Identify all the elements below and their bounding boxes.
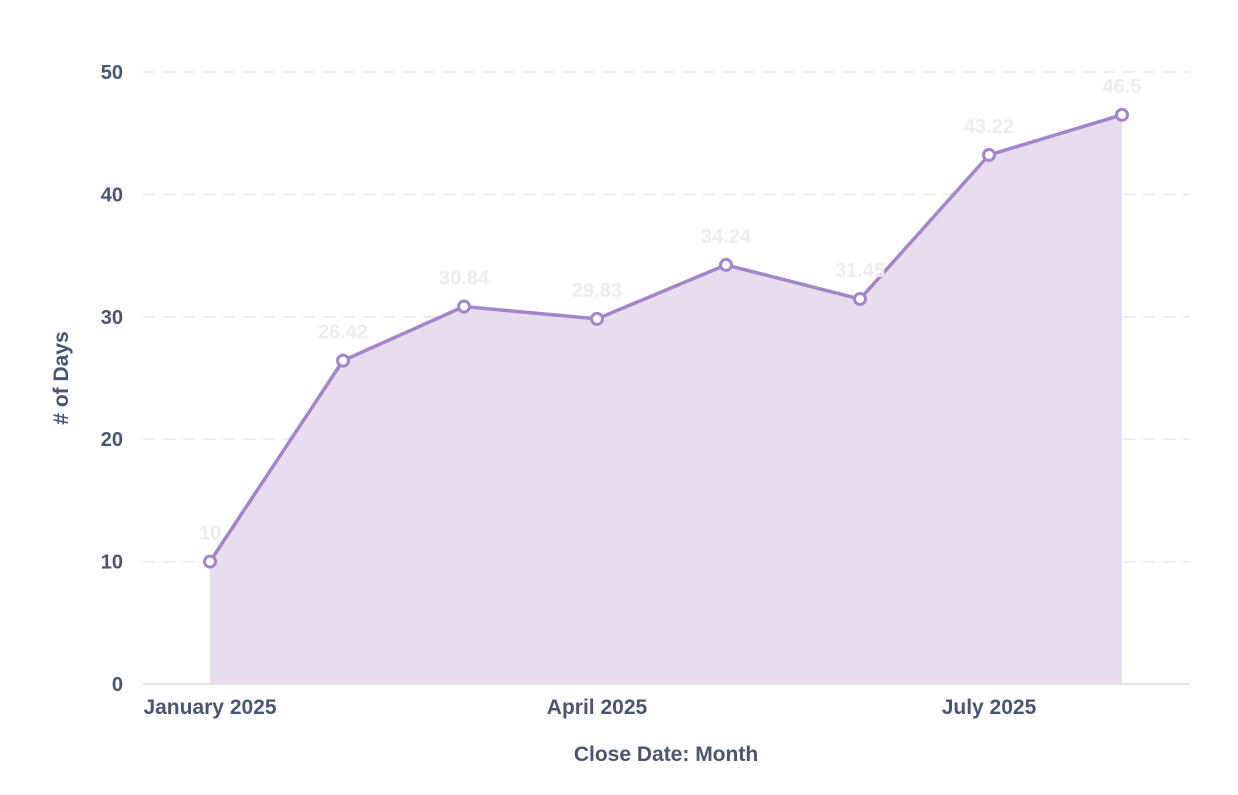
y-tick-label: 30 [101,307,123,329]
data-label: 43.22 [964,116,1014,138]
markers [203,107,1129,569]
x-tick-label: April 2025 [547,696,648,719]
data-point[interactable] [1115,107,1129,122]
x-axis-title: Close Date: Month [574,743,758,766]
data-point[interactable] [203,554,217,569]
data-label: 10 [199,523,221,545]
data-label: 31.45 [835,260,885,282]
y-tick-label: 40 [101,184,123,206]
data-point[interactable] [853,292,867,307]
data-labels: 10 26.42 30.84 29.83 34.24 31.45 43.22 46.5 [199,76,1142,545]
data-label: 26.42 [318,322,368,344]
data-point[interactable] [719,257,733,272]
series-area [210,114,1122,685]
data-point[interactable] [982,147,996,162]
y-axis-title: # of Days [50,331,73,424]
y-tick-label: 50 [101,62,123,84]
x-tick-label: July 2025 [942,696,1037,719]
data-point[interactable] [457,299,471,314]
y-tick-label: 0 [112,674,123,696]
data-label: 29.83 [572,280,622,302]
y-tick-label: 20 [101,429,123,451]
data-point[interactable] [336,353,350,368]
series-line [208,113,1123,563]
area-layer [210,114,1122,685]
x-tick-label: January 2025 [143,696,276,719]
data-label: 34.24 [701,226,752,248]
y-tick-label: 10 [101,552,123,574]
line-layer [208,113,1123,563]
data-label: 30.84 [439,268,490,290]
y-axis-ticks: 0 10 20 30 40 50 [101,62,123,696]
x-axis-ticks: January 2025 April 2025 July 2025 [143,696,1036,719]
data-label: 46.5 [1103,76,1142,98]
data-point[interactable] [590,311,604,326]
